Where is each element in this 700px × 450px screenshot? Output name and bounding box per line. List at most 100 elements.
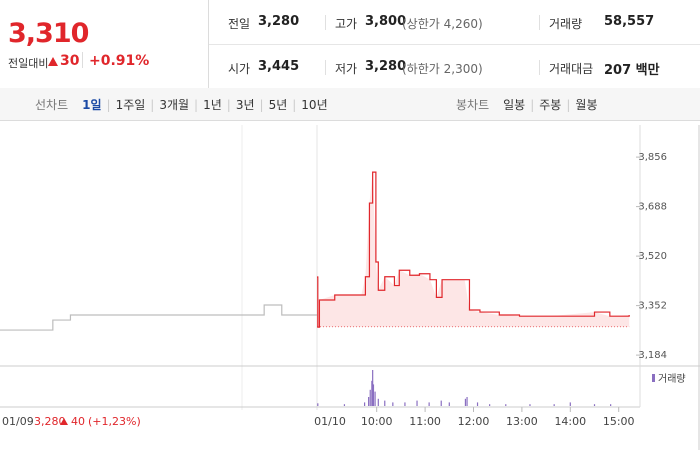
y-tick-label: 3,184 [638,350,667,361]
x-tick-label: 13:00 [506,415,538,428]
change-pct: +0.91% [89,53,150,69]
volume-bar [553,404,555,406]
period-tabs: 선차트 1일 | 1주일 | 3개월 | 1년 | 3년 | 5년 | 10년 봉차트 일봉 | 주봉 | 월봉 [0,88,700,121]
prev-day-line [0,304,317,331]
x-tick-label: 15:00 [603,415,635,428]
volume-bar [569,402,571,406]
volume-bar [404,402,406,406]
area-fill [317,172,630,328]
stat-label: 시가 [228,62,251,76]
volume-bar [466,397,468,406]
up-icon [48,57,58,66]
volume-bar [593,404,596,406]
volume-bar [464,398,467,406]
stat-label: 거래량 [549,17,583,31]
tab[interactable]: 3개월 [159,98,190,112]
separator: | [106,98,111,112]
separator: | [150,98,155,112]
x-tick-label: 12:00 [458,415,490,428]
tab-group-label: 선차트 [35,98,69,112]
volume-bar [416,400,418,406]
divider [209,44,700,45]
tab[interactable]: 1주일 [115,98,146,112]
date-label: 01/09 [2,415,34,428]
price: 3,310 [8,18,89,49]
tab[interactable]: 10년 [301,98,328,112]
volume-bar [343,404,346,406]
x-tick-label: 14:00 [554,415,586,428]
up-icon [60,418,68,425]
stat-value: 58,557 [604,14,655,29]
tab[interactable]: 5년 [268,98,288,112]
tab[interactable]: 일봉 [503,98,526,112]
volume-bar [372,370,374,406]
y-tick-label: 3,520 [638,251,667,262]
stat-label: 거래대금 [549,62,594,76]
today-line [317,171,630,328]
volume-bar [372,384,375,406]
stat-label: 저가 [335,62,358,76]
tab[interactable]: 3년 [235,98,255,112]
tab[interactable]: 1일 [82,98,102,112]
separator: | [530,98,535,112]
prev-close: 3,280 [34,415,66,428]
stat-value: 3,445 [258,59,300,74]
volume-bar [489,404,491,406]
divider [325,15,326,30]
x-tick-label: 11:00 [409,415,441,428]
divider [82,52,83,68]
volume-bar [440,400,442,406]
separator: | [292,98,297,112]
prev-change: 40 [71,415,85,428]
stat-value: 3,280 [258,14,300,29]
divider [539,15,540,30]
divider [325,60,326,75]
volume-bar [377,398,379,406]
change-label: 전일대비 [8,57,49,70]
y-tick-label: 3,688 [638,202,667,213]
prev-change-pct: (+1,23%) [88,415,141,428]
volume-bar [476,402,479,406]
volume-bar [384,400,386,406]
tab-group-label: 봉차트 [456,98,490,112]
volume-bar [448,402,450,406]
divider [208,0,209,88]
stat-value: 3,280 [365,59,407,74]
volume-bar [371,380,373,406]
tab-group: 선차트 1일 | 1주일 | 3개월 | 1년 | 3년 | 5년 | 10년 [35,96,328,113]
x-tick-label: 10:00 [361,415,393,428]
separator: | [226,98,231,112]
volume-bar [428,402,430,406]
volume-bar [610,404,612,406]
tab[interactable]: 주봉 [539,98,562,112]
date-label: 01/10 [314,415,346,428]
stat-note: (하한가 2,300) [402,62,483,76]
quote-header: 3,310 전일대비 30 +0.91% 전일 3,280 고가 3,800 (상한가 … [0,0,700,89]
volume-bar [369,389,371,406]
volume-bar [505,404,507,406]
legend-swatch [652,374,655,382]
chart: 3,184 3,352 3,520 3,688 3,856 거래량 10:00 11:00 12… [0,125,700,450]
tab[interactable]: 1년 [203,98,222,112]
y-tick-label: 3,352 [638,301,667,312]
volume-bar [529,404,531,406]
legend-label: 거래량 [658,373,686,385]
separator: | [566,98,571,112]
change: 30 [60,53,80,69]
y-tick-label: 3,856 [638,152,667,163]
volume-bar [392,402,394,406]
stat-label: 고가 [335,17,358,31]
separator: | [259,98,264,112]
volume-bar [374,391,376,406]
volume-bar [317,403,319,406]
divider [539,60,540,75]
stat-note: (상한가 4,260) [402,17,483,31]
volume-bar [368,397,370,406]
tab[interactable]: 월봉 [575,98,598,112]
tab-group: 봉차트 일봉 | 주봉 | 월봉 [456,96,598,113]
separator: | [194,98,199,112]
stat-value: 207 백만 [604,63,660,78]
volume-bar [363,402,366,406]
stat-label: 전일 [228,17,251,31]
